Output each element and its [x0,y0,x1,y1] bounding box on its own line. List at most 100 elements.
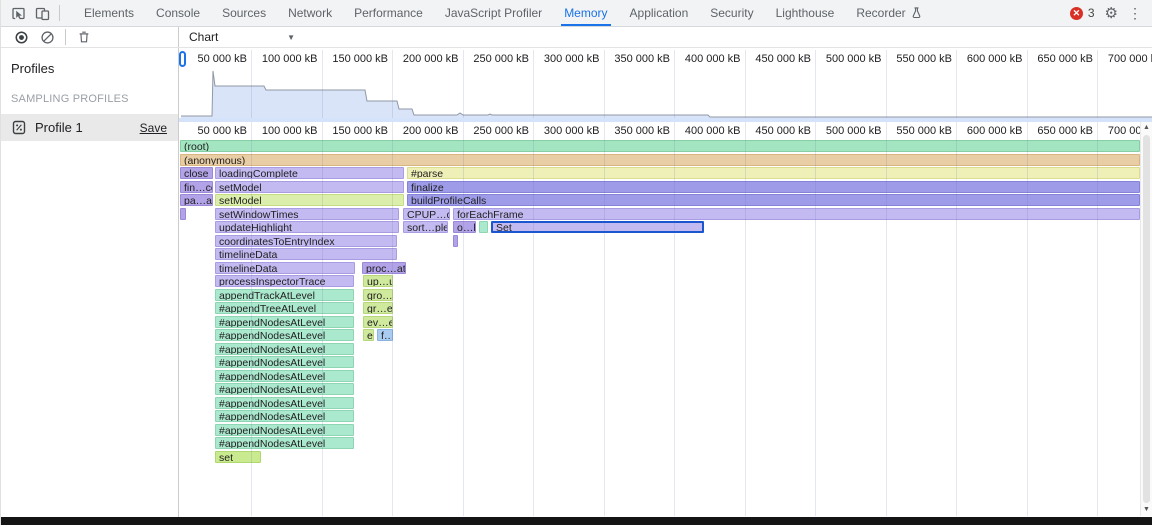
flame-bar-appendtrackatlevel[interactable]: appendTrackAtLevel [215,288,354,301]
flame-bar--appendnodesatlevel[interactable]: #appendNodesAtLevel [215,396,354,409]
inspect-cursor-icon[interactable] [6,2,30,24]
flame-bar-label: up…up [367,276,392,287]
flame-bar--appendnodesatlevel[interactable]: #appendNodesAtLevel [215,383,354,395]
error-count-badge[interactable]: ✕ 3 [1069,6,1095,20]
flame-bar-timelinedata[interactable]: timelineData [215,248,397,260]
tab-network[interactable]: Network [277,0,343,26]
tab-recorder[interactable]: Recorder [845,0,932,26]
tab-javascript-profiler[interactable]: JavaScript Profiler [434,0,553,26]
delete-profile-icon[interactable] [71,26,97,48]
scrollbar-thumb[interactable] [1143,135,1150,503]
flame-bar-close[interactable]: close [180,167,213,179]
tab-security[interactable]: Security [699,0,764,26]
scroll-up-arrow[interactable]: ▲ [1143,124,1150,131]
flame-bar--appendnodesatlevel[interactable]: #appendNodesAtLevel [215,342,354,355]
flame-bar[interactable] [479,221,488,233]
flame-bar-foreachframe[interactable]: forEachFrame [453,207,1140,220]
settings-gear-icon[interactable]: ⚙ [1104,4,1118,22]
flame-bar-gr-ew[interactable]: gr…ew [363,302,393,314]
flame-bar-finalize[interactable]: finalize [407,180,1140,193]
flame-bar-label: loadingComplete [219,168,298,179]
flame-bar[interactable] [180,207,186,220]
flame-bar--appendnodesatlevel[interactable]: #appendNodesAtLevel [215,423,354,436]
more-menu-icon[interactable]: ⋮ [1128,5,1142,21]
memory-overview[interactable]: 50 000 kB 100 000 kB 150 000 kB 200 000 kB 2… [179,50,1152,118]
flame-bar-proc-ata[interactable]: proc…ata [362,261,406,274]
flame-bar-e-[interactable]: e… [363,329,374,341]
axis-tick-label: 300 000 kB [543,125,600,137]
flame-bar-coordinatestoentryindex[interactable]: coordinatesToEntryIndex [215,234,397,247]
flame-bar-label: #appendNodesAtLevel [219,384,326,395]
tab-memory[interactable]: Memory [553,0,618,26]
axis-tick-label: 400 000 kB [684,125,741,137]
tab-application[interactable]: Application [619,0,700,26]
flame-bar--anonymous-[interactable]: (anonymous) [180,153,1140,166]
profile-name: Profile 1 [35,120,83,135]
flame-bar--parse[interactable]: #parse [407,167,1140,179]
devtools-tab-bar: Elements Console Sources Network Performance… [1,0,1152,27]
flame-bar-label: #appendNodesAtLevel [219,370,326,382]
flame-bar-timelinedata[interactable]: timelineData [215,261,355,274]
sidebar-item-profile-1[interactable]: Profile 1 Save [1,114,178,141]
flame-bar--appendnodesatlevel[interactable]: #appendNodesAtLevel [215,437,354,449]
flame-bar-fin-ce[interactable]: fin…ce [180,180,213,193]
error-icon: ✕ [1069,6,1083,20]
flame-bar-set[interactable]: Set [491,221,704,233]
flame-bar-gro-ts[interactable]: gro…ts [363,288,393,301]
flame-bar--appendnodesatlevel[interactable]: #appendNodesAtLevel [215,369,354,382]
record-heap-profile-icon[interactable] [8,26,34,48]
flame-bar--appendnodesatlevel[interactable]: #appendNodesAtLevel [215,410,354,422]
flame-bar--root-[interactable]: (root) [180,140,1140,152]
flame-bar-label: o…k [457,222,475,233]
tab-label: JavaScript Profiler [444,6,543,20]
tab-lighthouse[interactable]: Lighthouse [765,0,846,26]
flame-bar-up-up[interactable]: up…up [363,275,393,287]
tab-console[interactable]: Console [145,0,211,26]
flame-bar--appendnodesatlevel[interactable]: #appendNodesAtLevel [215,315,354,328]
flame-bar-buildprofilecalls[interactable]: buildProfileCalls [407,194,1140,206]
axis-tick-label: 250 000 kB [473,125,529,137]
flame-bar-label: timelineData [219,262,278,274]
flame-bar-o-k[interactable]: o…k [453,221,476,233]
clear-profiles-icon[interactable] [34,26,60,48]
scroll-down-arrow[interactable]: ▼ [1143,506,1150,513]
flame-bar-cpup-del[interactable]: CPUP…del [403,207,450,220]
flame-bar-label: forEachFrame [457,208,524,220]
memory-panel-toolbar: Chart ▼ [179,27,1152,47]
flame-bar--appendtreeatlevel[interactable]: #appendTreeAtLevel [215,302,354,314]
vertical-scrollbar[interactable]: ▲ ▼ [1140,122,1152,516]
flame-bar-ev-ew[interactable]: ev…ew [363,315,393,328]
flame-bar-updatehighlight[interactable]: updateHighlight [215,221,399,233]
flame-bar[interactable] [453,234,458,247]
flame-bar-processinspectortrace[interactable]: processInspectorTrace [215,275,354,287]
window-bottom-edge [1,517,1152,525]
flame-bar-sort-ples[interactable]: sort…ples [403,221,448,233]
tab-elements[interactable]: Elements [73,0,145,26]
tab-sources[interactable]: Sources [211,0,277,26]
flame-bar-label: appendTrackAtLevel [219,289,315,301]
axis-tick-label: 150 000 kB [332,125,388,137]
flame-bar-pa-at[interactable]: pa…at [180,194,213,206]
flame-bar-label: #appendNodesAtLevel [219,343,326,355]
view-mode-select[interactable]: Chart ▼ [189,30,295,44]
flame-bar-loadingcomplete[interactable]: loadingComplete [215,167,404,179]
flame-bar-setwindowtimes[interactable]: setWindowTimes [215,207,399,220]
panel-toolbar: Chart ▼ [1,27,1152,48]
chevron-down-icon: ▼ [287,32,295,42]
tab-performance[interactable]: Performance [343,0,434,26]
axis-tick-label: 400 000 kB [684,53,741,65]
flame-bar-set[interactable]: set [215,450,261,463]
range-left-handle[interactable] [179,51,186,67]
save-profile-link[interactable]: Save [139,120,167,135]
flame-bar-label: f…r [381,330,392,341]
device-toolbar-icon[interactable] [30,2,54,24]
flame-bar-setmodel[interactable]: setModel [215,180,404,193]
axis-tick-label: 600 000 kB [966,125,1023,137]
selected-range-strip[interactable] [179,118,1152,122]
flame-bar--appendnodesatlevel[interactable]: #appendNodesAtLevel [215,329,354,341]
profiler-controls [1,27,179,47]
flame-bar-f-r[interactable]: f…r [377,329,393,341]
flame-bar--appendnodesatlevel[interactable]: #appendNodesAtLevel [215,356,354,368]
flame-bar-setmodel[interactable]: setModel [215,194,404,206]
